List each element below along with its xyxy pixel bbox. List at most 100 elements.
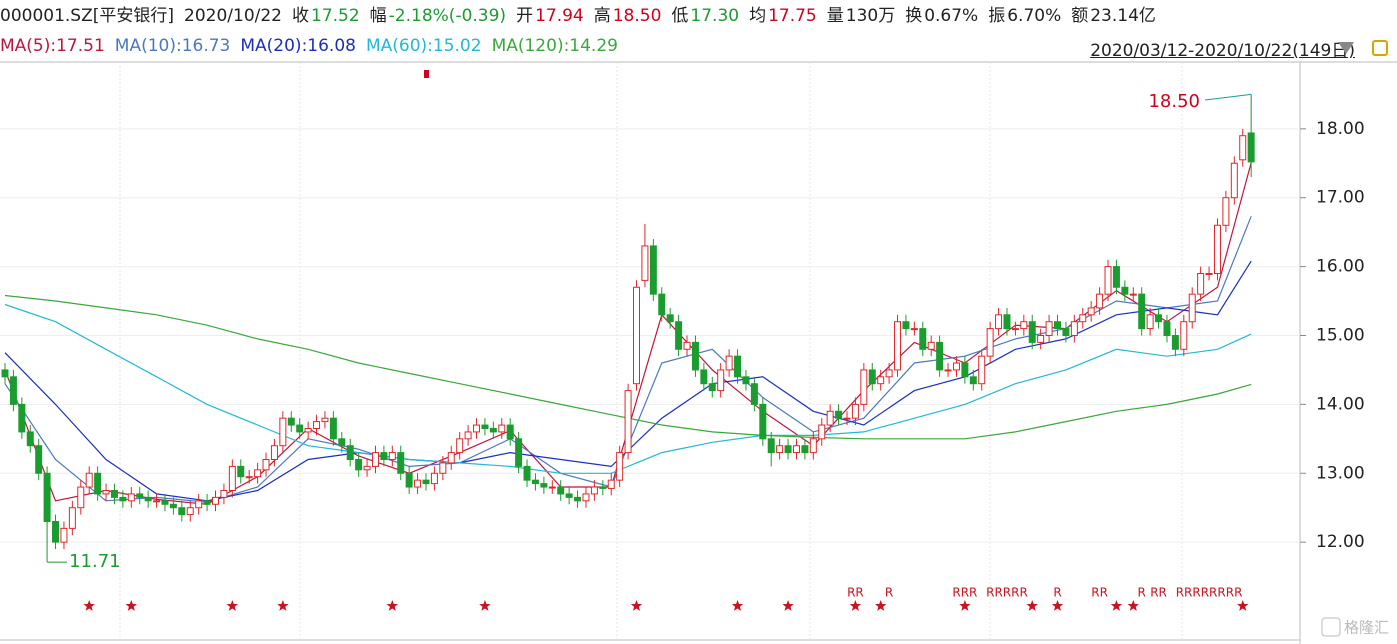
candle-body: [136, 493, 144, 498]
candle-body: [885, 369, 893, 378]
min-label: 11.71: [69, 551, 121, 572]
candle-body: [52, 520, 60, 543]
event-star: [1127, 600, 1139, 611]
candle-body: [43, 472, 51, 522]
candle-body: [683, 341, 691, 350]
candle-body: [1079, 314, 1087, 323]
y-tick-label: 18.00: [1316, 119, 1365, 139]
candle-body: [978, 355, 986, 385]
candle-body: [776, 445, 784, 454]
candle-body: [557, 486, 565, 495]
candle-body: [212, 496, 219, 505]
candle-body: [422, 479, 430, 485]
event-star: [630, 600, 643, 611]
candle-body: [1104, 266, 1112, 295]
candle-body: [936, 341, 944, 371]
candle-body: [1247, 132, 1255, 163]
candle-body: [717, 369, 725, 392]
candle-body: [1037, 334, 1045, 343]
candle-body: [1180, 321, 1188, 350]
legend-entry: MA(5):17.51: [0, 36, 105, 56]
candle-body: [1011, 328, 1019, 331]
candle-body: [287, 417, 295, 426]
candle-body: [1155, 314, 1163, 323]
watermark-icon: [1321, 617, 1341, 637]
event-r-mark: RR: [1091, 586, 1108, 600]
event-star: [226, 600, 238, 611]
candle-body: [262, 458, 270, 471]
candle-body: [750, 383, 758, 405]
candle-body: [270, 445, 278, 460]
candle-body: [725, 355, 733, 371]
candle-body: [1197, 272, 1205, 295]
candle-body: [607, 479, 615, 489]
candle-body: [649, 245, 657, 295]
header-field: 低: [671, 6, 689, 26]
candle-body: [1112, 266, 1120, 288]
candle-body: [1096, 293, 1104, 309]
event-star: [83, 600, 95, 611]
candle-body: [843, 417, 851, 420]
lock-icon[interactable]: [1372, 40, 1388, 56]
header-field: -2.18%(-0.39): [388, 6, 507, 26]
candle-body: [1028, 321, 1036, 343]
header-field: 振: [988, 6, 1006, 26]
candle-body: [397, 452, 405, 474]
candle-body: [1, 369, 9, 378]
event-r-mark: RRRRR: [986, 586, 1028, 600]
header-field: 高: [593, 6, 611, 26]
header-field: 开: [516, 6, 534, 26]
candle-body: [296, 424, 304, 433]
candle-body: [1045, 321, 1053, 336]
header-field: 0.67%: [924, 6, 979, 26]
candle-body: [582, 493, 590, 502]
candle-body: [169, 503, 177, 509]
event-r-mark: RR: [847, 586, 864, 600]
legend-entry: MA(10):16.73: [114, 36, 231, 56]
candle-body: [228, 465, 236, 491]
candle-body: [616, 452, 624, 481]
candle-body: [515, 438, 523, 467]
candle-body: [523, 465, 531, 481]
candle-body: [254, 469, 262, 478]
candle-body: [691, 341, 699, 371]
candle-body: [851, 403, 859, 419]
candle-body: [321, 417, 329, 423]
y-tick-label: 16.00: [1316, 257, 1365, 277]
event-star: [1110, 600, 1123, 611]
candle-body: [9, 376, 17, 405]
candle-body: [961, 362, 969, 378]
candle-body: [910, 328, 918, 331]
watermark: 格隆汇: [1344, 619, 1389, 637]
candle-body: [481, 424, 489, 429]
event-star: [386, 600, 398, 611]
candle-body: [473, 424, 481, 433]
candle-body: [868, 369, 876, 385]
header-field: 6.70%: [1007, 6, 1062, 26]
candle-body: [633, 286, 640, 385]
legend-entry: MA(60):15.02: [365, 36, 482, 56]
candle-body: [414, 479, 422, 488]
header-field: 23.14亿: [1090, 6, 1156, 26]
y-tick-label: 14.00: [1316, 394, 1365, 414]
candle-body: [119, 496, 127, 502]
candle-body: [405, 472, 413, 488]
header-field: 额: [1071, 6, 1089, 26]
candle-body: [456, 438, 464, 454]
candle-body: [919, 328, 927, 350]
date-range[interactable]: 2020/03/12-2020/10/22(149日): [1090, 41, 1355, 61]
dropdown-icon[interactable]: [1338, 42, 1354, 54]
signal-marker: [424, 70, 429, 78]
candle-body: [590, 486, 598, 495]
candle-body: [102, 489, 110, 495]
candle-body: [952, 362, 960, 371]
candle-body: [548, 486, 556, 489]
candle-body: [1188, 293, 1196, 323]
candle-body: [203, 500, 211, 505]
candle-body: [85, 472, 93, 488]
candle-body: [675, 321, 683, 350]
candle-body: [700, 369, 708, 385]
event-star: [479, 600, 491, 611]
header-field: 17.75: [768, 6, 817, 26]
